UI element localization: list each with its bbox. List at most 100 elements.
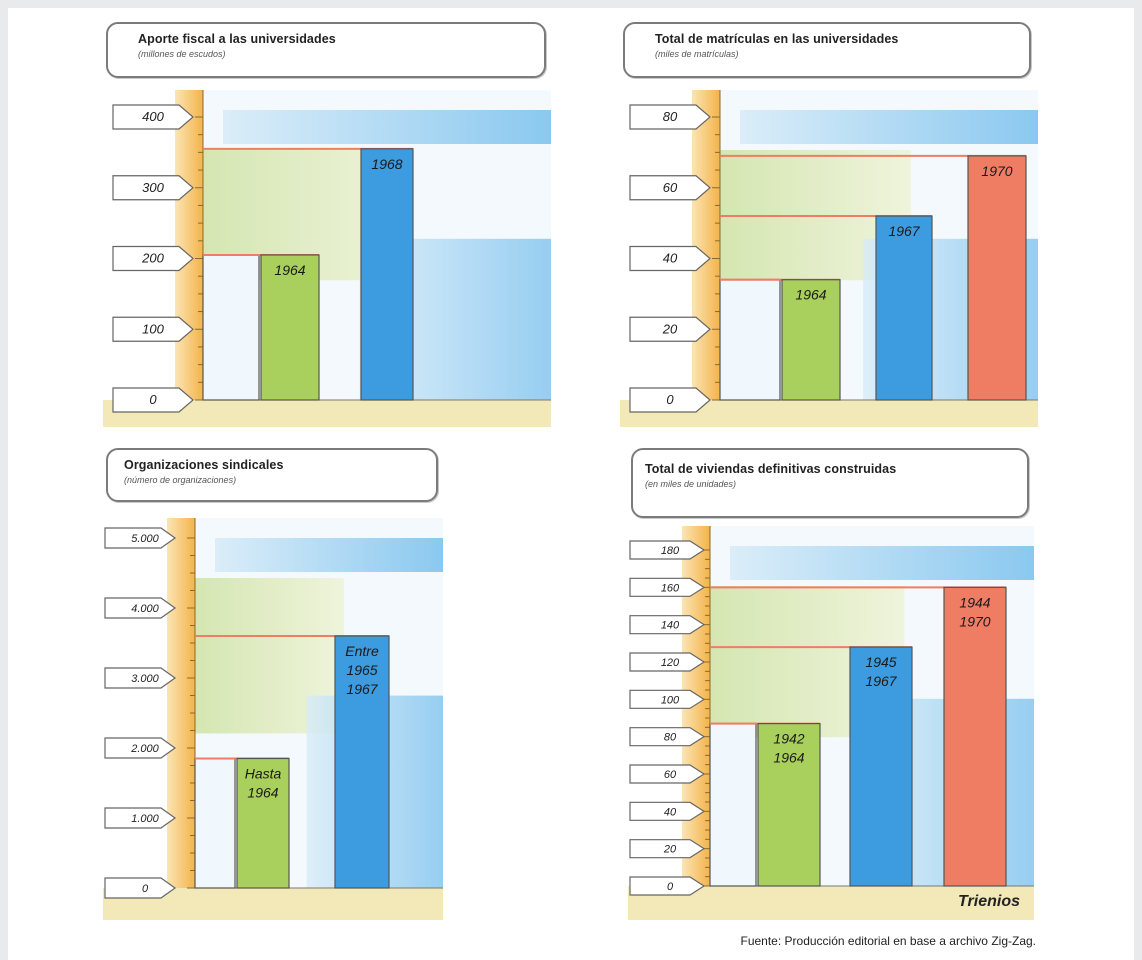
chart-viviendas-svg: 180 160 140 120 100 80 60 40 20 0 1942 1964 1945 1967… bbox=[628, 526, 1034, 920]
y-tick-label: 160 bbox=[661, 582, 680, 594]
y-tick-box bbox=[104, 807, 177, 829]
y-tick-label: 100 bbox=[661, 694, 680, 706]
y-tick-box bbox=[112, 175, 194, 201]
bar-label: 1942 bbox=[773, 731, 804, 747]
y-tick-box bbox=[629, 245, 711, 272]
chart-title: Total de viviendas definitivas construid… bbox=[645, 462, 897, 476]
bar-label: 1967 bbox=[888, 223, 920, 239]
bar-label: Hasta bbox=[245, 766, 282, 782]
bar bbox=[757, 723, 821, 887]
y-tick-box bbox=[629, 652, 706, 672]
y-tick-box bbox=[629, 839, 706, 859]
y-tick-box bbox=[629, 764, 706, 784]
chart-organizaciones-sindicales: 5.000 4.000 3.000 2.000 1.000 0 Hasta 1964 Entre… bbox=[103, 448, 443, 920]
y-tick-label: 5.000 bbox=[131, 533, 159, 545]
y-tick-box bbox=[112, 245, 194, 272]
y-tick-box bbox=[629, 689, 706, 709]
bar-label: 1968 bbox=[371, 156, 402, 172]
bar bbox=[849, 646, 913, 887]
y-tick-box bbox=[629, 540, 706, 560]
y-tick-label: 40 bbox=[663, 251, 678, 266]
bar-label: 1964 bbox=[247, 785, 278, 801]
bar bbox=[260, 254, 320, 401]
bar-label: 1964 bbox=[795, 287, 826, 303]
chart-aporte-fiscal-svg: 400 300 200 100 0 1964 1968 bbox=[103, 90, 551, 427]
sky-band bbox=[740, 110, 1038, 144]
y-tick-label: 80 bbox=[663, 109, 678, 124]
sky-band bbox=[730, 546, 1034, 580]
bar bbox=[967, 155, 1027, 401]
sky-band bbox=[223, 110, 551, 144]
chart-title-box: Organizaciones sindicales (número de org… bbox=[106, 448, 438, 502]
y-tick-label: 0 bbox=[666, 392, 674, 407]
y-tick-label: 0 bbox=[142, 883, 149, 895]
y-tick-label: 20 bbox=[663, 844, 677, 856]
chart-title-box: Aporte fiscal a las universidades (millo… bbox=[106, 22, 546, 78]
chart-matriculas: 80 60 40 20 0 1964 1967 1970 Total de matrícula… bbox=[620, 22, 1038, 427]
y-tick-label: 60 bbox=[663, 180, 678, 195]
bar-label: 1967 bbox=[865, 673, 897, 689]
y-tick-box bbox=[629, 387, 711, 413]
chart-subtitle: (en miles de unidades) bbox=[645, 479, 737, 489]
y-tick-box bbox=[629, 316, 711, 342]
bar bbox=[875, 215, 933, 401]
chart-aporte-fiscal: 400 300 200 100 0 1964 1968 Aporte fiscal a la… bbox=[103, 22, 551, 427]
y-tick-box bbox=[629, 175, 711, 201]
y-tick-label: 200 bbox=[141, 251, 164, 266]
axis-strip bbox=[167, 518, 195, 894]
y-tick-box bbox=[104, 877, 177, 899]
y-tick-label: 180 bbox=[661, 545, 680, 557]
bar bbox=[236, 757, 290, 889]
y-tick-box bbox=[104, 597, 177, 619]
bar bbox=[360, 148, 414, 401]
chart-title: Organizaciones sindicales bbox=[124, 458, 284, 472]
bar bbox=[709, 723, 757, 887]
bar bbox=[781, 279, 841, 401]
bar bbox=[194, 757, 236, 889]
bar bbox=[719, 279, 781, 401]
bar-label: 1945 bbox=[865, 654, 896, 670]
y-tick-box bbox=[112, 104, 194, 130]
bar-label: 1964 bbox=[773, 750, 804, 766]
y-tick-label: 140 bbox=[661, 620, 680, 632]
y-tick-label: 40 bbox=[664, 806, 677, 818]
y-tick-box bbox=[629, 104, 711, 130]
chart-organizaciones-svg: 5.000 4.000 3.000 2.000 1.000 0 Hasta 1964 Entre… bbox=[103, 518, 443, 920]
bar-label: 1970 bbox=[981, 163, 1012, 179]
bar-label: 1965 bbox=[346, 662, 377, 678]
y-tick-label: 3.000 bbox=[131, 673, 159, 685]
y-tick-box bbox=[629, 577, 706, 597]
y-tick-box bbox=[104, 667, 177, 689]
chart-subtitle: (millones de escudos) bbox=[138, 49, 226, 59]
y-tick-label: 120 bbox=[661, 657, 680, 669]
y-tick-box bbox=[112, 387, 194, 413]
y-tick-label: 1.000 bbox=[131, 813, 159, 825]
y-tick-label: 2.000 bbox=[130, 743, 159, 755]
chart-title: Aporte fiscal a las universidades bbox=[138, 32, 336, 46]
y-tick-box bbox=[104, 737, 177, 759]
y-tick-label: 60 bbox=[664, 769, 677, 781]
y-tick-label: 300 bbox=[142, 180, 164, 195]
bar-label: 1964 bbox=[274, 262, 305, 278]
bar bbox=[202, 254, 260, 401]
chart-matriculas-svg: 80 60 40 20 0 1964 1967 1970 bbox=[620, 90, 1038, 427]
y-tick-label: 0 bbox=[667, 881, 674, 893]
y-tick-box bbox=[104, 527, 177, 549]
chart-title: Total de matrículas en las universidades bbox=[655, 32, 899, 46]
chart-subtitle: (miles de matrículas) bbox=[655, 49, 739, 59]
x-axis-label: Trienios bbox=[958, 893, 1020, 910]
chart-title-box: Total de matrículas en las universidades… bbox=[623, 22, 1031, 78]
y-tick-label: 4.000 bbox=[131, 603, 159, 615]
y-tick-label: 100 bbox=[142, 321, 164, 336]
y-tick-box bbox=[629, 615, 706, 635]
y-tick-box bbox=[629, 801, 706, 821]
y-tick-label: 0 bbox=[149, 392, 157, 407]
chart-viviendas: 180 160 140 120 100 80 60 40 20 0 1942 1964 1945 1967… bbox=[628, 448, 1034, 920]
bar bbox=[334, 635, 390, 889]
y-tick-label: 20 bbox=[662, 321, 678, 336]
source-note: Fuente: Producción editorial en base a a… bbox=[740, 934, 1037, 948]
y-tick-box bbox=[112, 316, 194, 342]
chart-title-box: Total de viviendas definitivas construid… bbox=[631, 448, 1029, 518]
bar bbox=[943, 586, 1007, 887]
y-tick-box bbox=[629, 727, 706, 747]
